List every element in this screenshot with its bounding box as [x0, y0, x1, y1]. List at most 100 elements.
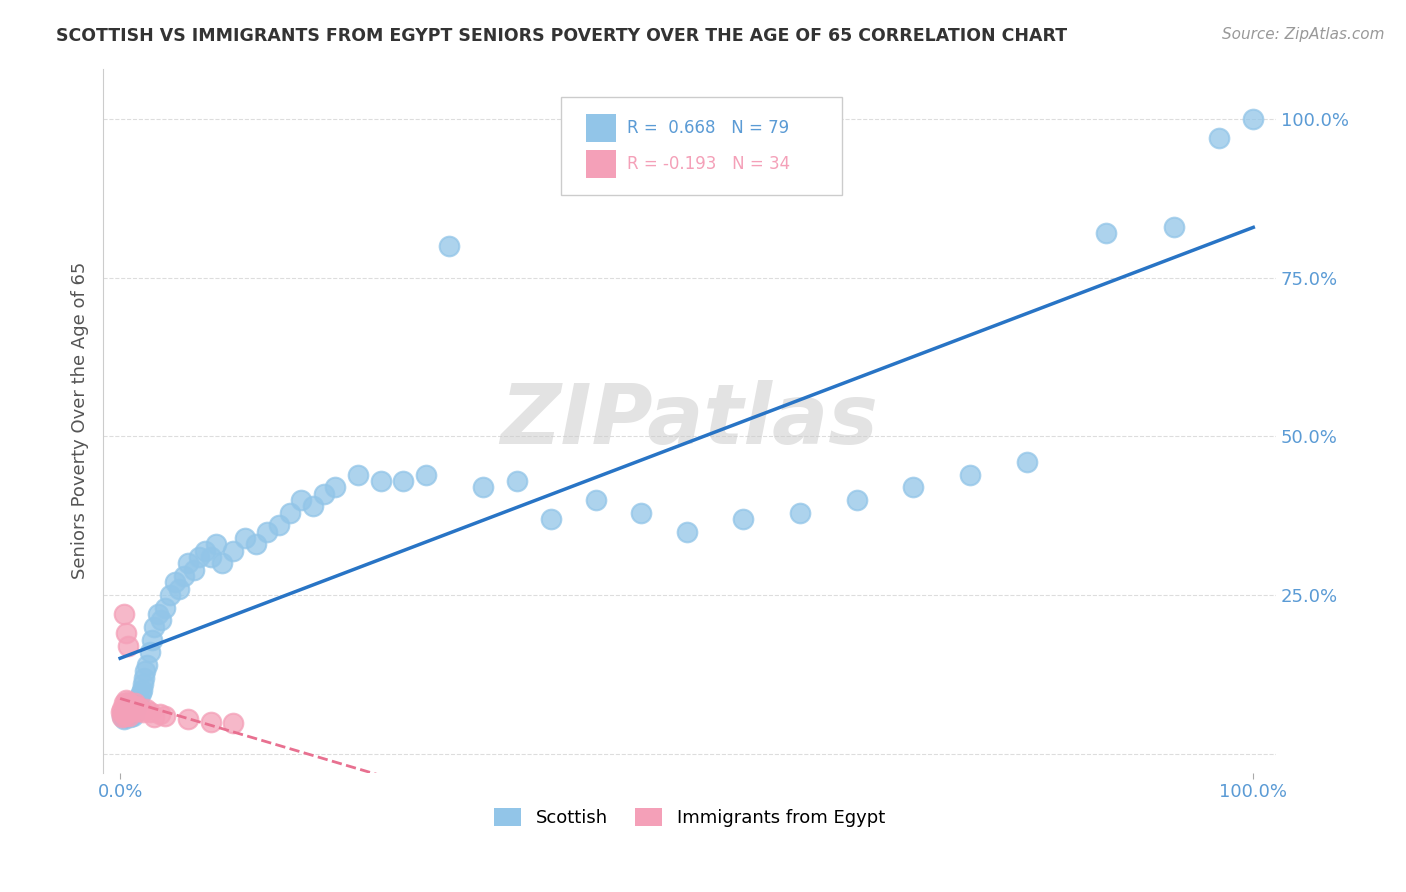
FancyBboxPatch shape [561, 96, 842, 195]
Scottish [1015, 455, 1038, 469]
Scottish [1241, 112, 1264, 127]
Scottish [114, 702, 136, 716]
Immigrants from Egypt [222, 716, 245, 731]
Scottish [290, 492, 312, 507]
Scottish [301, 500, 323, 514]
Immigrants from Egypt [114, 708, 136, 723]
Scottish [675, 524, 697, 539]
Scottish [194, 543, 217, 558]
Scottish [159, 588, 181, 602]
Scottish [114, 710, 136, 724]
Text: R = -0.193   N = 34: R = -0.193 N = 34 [627, 154, 790, 172]
Immigrants from Egypt [112, 607, 135, 621]
Scottish [146, 607, 169, 621]
Scottish [121, 708, 143, 723]
Immigrants from Egypt [114, 626, 136, 640]
Text: R =  0.668   N = 79: R = 0.668 N = 79 [627, 120, 790, 137]
Immigrants from Egypt [200, 714, 222, 729]
Immigrants from Egypt [117, 639, 139, 653]
Scottish [177, 557, 200, 571]
Immigrants from Egypt [118, 708, 141, 723]
Immigrants from Egypt [112, 707, 135, 722]
Legend: Scottish, Immigrants from Egypt: Scottish, Immigrants from Egypt [486, 800, 891, 834]
Scottish [845, 492, 868, 507]
Scottish [205, 537, 228, 551]
Scottish [188, 549, 211, 564]
Scottish [121, 697, 143, 711]
Scottish [138, 645, 160, 659]
Scottish [163, 575, 186, 590]
Immigrants from Egypt [155, 708, 177, 723]
Scottish [314, 486, 336, 500]
Scottish [127, 693, 149, 707]
Scottish [115, 704, 138, 718]
Immigrants from Egypt [120, 697, 142, 711]
Scottish [437, 239, 460, 253]
Immigrants from Egypt [124, 696, 146, 710]
Scottish [173, 569, 195, 583]
Immigrants from Egypt [127, 700, 149, 714]
Scottish [132, 677, 155, 691]
Scottish [630, 506, 652, 520]
Immigrants from Egypt [149, 707, 172, 722]
Immigrants from Egypt [135, 702, 157, 716]
Immigrants from Egypt [120, 706, 142, 720]
Scottish [903, 480, 925, 494]
Immigrants from Egypt [143, 710, 166, 724]
Scottish [118, 702, 141, 716]
Scottish [789, 506, 811, 520]
Scottish [112, 712, 135, 726]
Scottish [117, 699, 139, 714]
Scottish [183, 563, 205, 577]
Scottish [127, 696, 149, 710]
Scottish [120, 710, 142, 724]
Immigrants from Egypt [111, 710, 134, 724]
Scottish [506, 474, 529, 488]
Text: ZIPatlas: ZIPatlas [501, 380, 879, 461]
Immigrants from Egypt [127, 704, 149, 718]
Immigrants from Egypt [117, 704, 139, 718]
Immigrants from Egypt [125, 699, 148, 714]
Immigrants from Egypt [114, 693, 136, 707]
Scottish [118, 706, 141, 720]
Scottish [267, 518, 290, 533]
Scottish [167, 582, 190, 596]
Scottish [155, 600, 177, 615]
Bar [586, 150, 616, 178]
Scottish [128, 690, 150, 704]
Scottish [1208, 131, 1230, 145]
Scottish [959, 467, 981, 482]
Immigrants from Egypt [138, 706, 160, 720]
Y-axis label: Seniors Poverty Over the Age of 65: Seniors Poverty Over the Age of 65 [72, 262, 89, 579]
Immigrants from Egypt [132, 706, 155, 720]
Immigrants from Egypt [177, 712, 200, 726]
Scottish [392, 474, 415, 488]
Scottish [585, 492, 607, 507]
Scottish [129, 686, 152, 700]
Scottish [540, 512, 562, 526]
Text: SCOTTISH VS IMMIGRANTS FROM EGYPT SENIORS POVERTY OVER THE AGE OF 65 CORRELATION: SCOTTISH VS IMMIGRANTS FROM EGYPT SENIOR… [56, 27, 1067, 45]
Immigrants from Egypt [122, 702, 145, 716]
Bar [586, 114, 616, 143]
Scottish [415, 467, 437, 482]
Immigrants from Egypt [112, 696, 135, 710]
Scottish [233, 531, 256, 545]
Immigrants from Egypt [115, 697, 138, 711]
Scottish [222, 543, 245, 558]
Scottish [131, 683, 153, 698]
Scottish [120, 700, 142, 714]
Immigrants from Egypt [110, 706, 132, 720]
Scottish [256, 524, 278, 539]
Scottish [149, 614, 172, 628]
Scottish [114, 701, 136, 715]
Scottish [114, 706, 136, 720]
Scottish [120, 704, 142, 718]
Immigrants from Egypt [129, 702, 152, 716]
Scottish [1095, 227, 1118, 241]
Scottish [122, 695, 145, 709]
Immigrants from Egypt [121, 699, 143, 714]
Scottish [347, 467, 370, 482]
Scottish [117, 708, 139, 723]
Immigrants from Egypt [115, 706, 138, 720]
Scottish [132, 671, 155, 685]
